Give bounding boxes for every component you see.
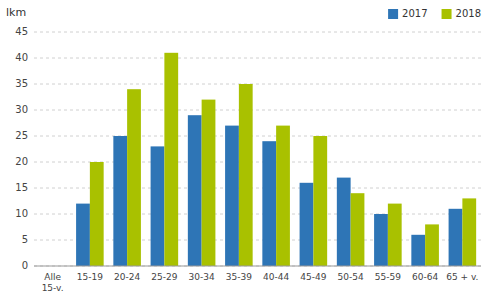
- bar: [113, 136, 127, 266]
- x-tick-label: 35-39: [226, 272, 252, 282]
- y-tick-label: 45: [15, 26, 28, 37]
- grid-line: [34, 32, 481, 33]
- legend: 2017 2018: [388, 8, 481, 19]
- legend-item: 2017: [388, 8, 427, 19]
- bar: [202, 100, 216, 266]
- x-tick-label-line: 65 + v.: [446, 272, 478, 282]
- x-tick-label-line: 20-24: [114, 272, 140, 282]
- y-tick-label: 25: [15, 130, 28, 141]
- x-tick-label-line: 45-49: [300, 272, 326, 282]
- y-axis-label: lkm: [6, 6, 26, 19]
- x-tick-label-line: 25-29: [151, 272, 177, 282]
- bar: [76, 204, 90, 266]
- legend-item: 2018: [442, 8, 481, 19]
- x-tick-label: 55-59: [375, 272, 401, 282]
- x-tick-label-line: 40-44: [263, 272, 289, 282]
- bar: [411, 235, 425, 266]
- grid: [34, 32, 481, 266]
- x-tick-label: Alle15-v.: [42, 272, 64, 293]
- x-tick-label-line: 60-64: [412, 272, 438, 282]
- x-tick-label: 15-19: [77, 272, 103, 282]
- bar: [337, 178, 351, 266]
- legend-label: 2017: [402, 8, 427, 19]
- x-tick-label: 50-54: [338, 272, 364, 282]
- bar: [313, 136, 327, 266]
- bar: [449, 209, 463, 266]
- x-tick-label-line: 35-39: [226, 272, 252, 282]
- x-tick-label: 45-49: [300, 272, 326, 282]
- grid-line: [34, 110, 481, 111]
- x-tick-label-line: Alle: [44, 272, 61, 282]
- chart-svg: 0 5 10 15 20 25 30 35 40 45 Alle15-v. 15-19 20-24 25-…: [0, 0, 491, 302]
- bar: [374, 214, 388, 266]
- bar: [239, 84, 253, 266]
- bar: [188, 115, 202, 266]
- bar: [164, 53, 178, 266]
- legend-label: 2018: [456, 8, 481, 19]
- x-tick-label: 20-24: [114, 272, 140, 282]
- x-tick-label-line: 30-34: [189, 272, 215, 282]
- bar: [151, 146, 165, 266]
- y-tick-label: 10: [15, 208, 28, 219]
- bar: [462, 198, 476, 266]
- x-axis-line: [34, 266, 481, 267]
- bar: [351, 193, 365, 266]
- bar: [225, 126, 239, 266]
- x-tick-label: 65 + v.: [446, 272, 478, 282]
- x-tick-label: 30-34: [189, 272, 215, 282]
- bars: [76, 53, 476, 266]
- grid-line: [34, 58, 481, 59]
- x-tick-label: 60-64: [412, 272, 438, 282]
- x-tick-label-line: 50-54: [338, 272, 364, 282]
- y-tick-label: 40: [15, 52, 28, 63]
- bar: [276, 126, 290, 266]
- y-tick-label: 15: [15, 182, 28, 193]
- y-tick-label: 5: [22, 234, 28, 245]
- bar: [262, 141, 276, 266]
- grid-line: [34, 136, 481, 137]
- x-tick-label-line: 15-v.: [42, 283, 64, 293]
- bar: [300, 183, 314, 266]
- chart-container: 0 5 10 15 20 25 30 35 40 45 Alle15-v. 15-19 20-24 25-…: [0, 0, 491, 302]
- grid-line: [34, 266, 481, 267]
- bar: [127, 89, 141, 266]
- legend-swatch: [442, 9, 452, 19]
- x-tick-label: 40-44: [263, 272, 289, 282]
- bar: [425, 224, 439, 266]
- y-tick-label: 30: [15, 104, 28, 115]
- x-tick-label-line: 55-59: [375, 272, 401, 282]
- bar: [90, 162, 104, 266]
- grid-line: [34, 84, 481, 85]
- y-tick-label: 0: [22, 260, 28, 271]
- legend-swatch: [388, 9, 398, 19]
- y-tick-label: 35: [15, 78, 28, 89]
- x-tick-label-line: 15-19: [77, 272, 103, 282]
- bar: [388, 204, 402, 266]
- y-tick-label: 20: [15, 156, 28, 167]
- x-tick-label: 25-29: [151, 272, 177, 282]
